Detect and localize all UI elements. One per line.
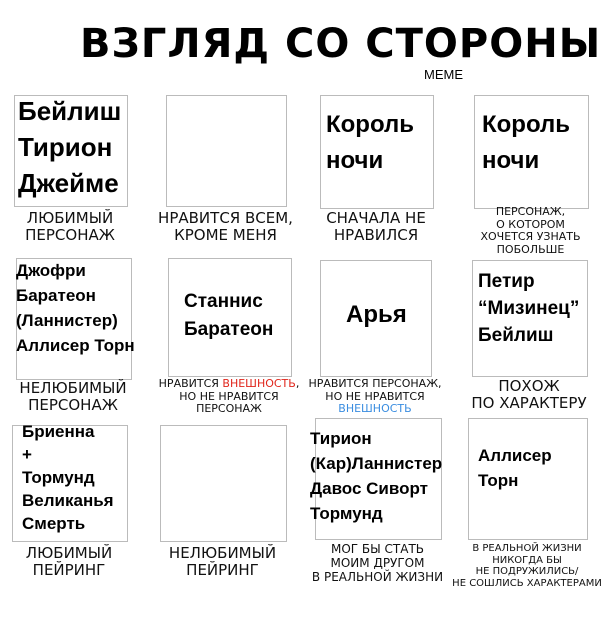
slot-text-line: Баратеон — [184, 319, 274, 340]
caption-line: ПЕЙРИНГ — [32, 561, 106, 580]
slot-text-line: Король — [482, 111, 571, 138]
caption-line: О КОТОРОМ — [496, 217, 565, 231]
caption-line: ПОБОЛЬШЕ — [496, 242, 565, 256]
caption-line: КРОМЕ МЕНЯ — [174, 226, 277, 245]
caption-line: ПО ХАРАКТЕРУ — [471, 394, 587, 413]
slot-caption: НРАВИТСЯ ВНЕШНОСТЬ, НО НЕ НРАВИТСЯ ПЕРСОНА… — [158, 377, 300, 416]
slot-text-line: Аллисер Торн — [16, 336, 135, 355]
caption-line: ЛЮБИМЫЙ — [26, 209, 114, 227]
slot-text-line: Бейлиш — [18, 96, 122, 126]
image-slot[interactable] — [168, 258, 292, 377]
slot-text-line: Баратеон — [16, 286, 96, 305]
image-slot[interactable] — [16, 258, 132, 380]
slot-text-line: Станнис — [184, 291, 263, 312]
image-slot[interactable] — [472, 260, 588, 377]
slot-caption: НЕЛЮБИМЫЙ ПЕЙРИНГ — [168, 544, 277, 580]
slot-caption: ПОХОЖ ПО ХАРАКТЕРУ — [471, 377, 587, 413]
slot-caption: НЕЛЮБИМЫЙ ПЕРСОНАЖ — [19, 379, 127, 415]
image-slot[interactable] — [320, 95, 434, 209]
caption-line: НЕЛЮБИМЫЙ — [19, 379, 127, 397]
caption-line: НРАВИТСЯ ПЕРСОНАЖ, — [308, 377, 442, 390]
caption-line: НЕЛЮБИМЫЙ — [168, 544, 277, 562]
slot-caption: ПЕРСОНАЖ, О КОТОРОМ ХОЧЕТСЯ УЗНАТЬ ПОБОЛЬШЕ — [480, 205, 581, 257]
image-slot[interactable] — [14, 95, 128, 207]
caption-line: НРАВИЛСЯ — [333, 226, 419, 245]
caption-highlight: ВНЕШНОСТЬ — [222, 377, 296, 390]
slot-caption: ЛЮБИМЫЙ ПЕЙРИНГ — [25, 544, 113, 580]
slot-text-line: Джофри — [16, 261, 86, 280]
slot-text-line: Тормунд — [310, 504, 383, 523]
slot-caption: ЛЮБИМЫЙ ПЕРСОНАЖ — [25, 209, 115, 245]
caption-line: ПЕРСОНАЖ, — [495, 205, 566, 218]
caption-line: ХОЧЕТСЯ УЗНАТЬ — [480, 230, 581, 244]
caption-highlight: ВНЕШНОСТЬ — [338, 402, 412, 416]
slot-caption: НРАВИТСЯ ВСЕМ, КРОМЕ МЕНЯ — [158, 209, 293, 245]
caption-line: ЛЮБИМЫЙ — [25, 544, 113, 562]
caption-line: ПЕРСОНАЖ — [196, 402, 262, 416]
slot-text-line: Смерть — [22, 514, 86, 533]
caption-line: НЕ СОШЛИСЬ ХАРАКТЕРАМИ — [452, 577, 602, 589]
image-slot[interactable] — [468, 418, 588, 540]
slot-text-line: (Кар)Ланнистер — [310, 454, 443, 473]
image-slot[interactable] — [160, 425, 287, 542]
slot-text-line: Тормунд — [22, 468, 95, 487]
slot-text-line: Торн — [478, 471, 519, 490]
caption-text: , — [295, 377, 300, 390]
slot-text-line: ночи — [482, 147, 540, 174]
caption-text: НРАВИТСЯ — [158, 377, 223, 390]
caption-line: ПЕРСОНАЖ — [25, 226, 115, 245]
slot-caption: МОГ БЫ СТАТЬ МОИМ ДРУГОМ В РЕАЛЬНОЙ ЖИЗНИ — [311, 542, 444, 584]
slot-text-line: Тирион — [18, 132, 113, 162]
caption-line: ПОХОЖ — [498, 377, 560, 395]
image-slot[interactable] — [12, 425, 128, 542]
slot-text-line: Бейлиш — [478, 325, 554, 346]
slot-text-line: ночи — [326, 147, 384, 174]
image-slot[interactable] — [320, 260, 432, 377]
slot-text-line: “Мизинец” — [478, 298, 580, 319]
slot-text-line: Тирион — [310, 429, 372, 448]
image-slot[interactable] — [315, 418, 442, 540]
caption-line: НРАВИТСЯ ВСЕМ, — [158, 209, 293, 227]
caption-line: МОГ БЫ СТАТЬ — [330, 542, 425, 556]
meme-subtitle: МЕМЕ — [424, 67, 463, 82]
caption-line: В РЕАЛЬНОЙ ЖИЗНИ — [311, 569, 444, 584]
image-slot[interactable] — [474, 95, 589, 209]
slot-text-line: Аллисер — [478, 446, 552, 465]
slot-text-line: Бриенна — [22, 422, 95, 441]
caption-line: МОИМ ДРУГОМ — [330, 555, 425, 570]
slot-text-line: Великанья — [22, 491, 114, 510]
caption-line: В РЕАЛЬНОЙ ЖИЗНИ — [472, 543, 582, 554]
caption-line: НО НЕ НРАВИТСЯ — [179, 389, 279, 403]
caption-line: ПЕРСОНАЖ — [28, 396, 118, 415]
slot-caption: НРАВИТСЯ ПЕРСОНАЖ, НО НЕ НРАВИТСЯ ВНЕШНОСТ… — [308, 377, 442, 416]
caption-line: ПЕЙРИНГ — [186, 561, 259, 580]
caption-line: НЕ ПОДРУЖИЛИСЬ/ — [475, 566, 579, 577]
slot-text-line: Король — [326, 111, 415, 138]
slot-text-line: + — [22, 445, 32, 464]
caption-line: НИКОГДА БЫ — [492, 554, 562, 566]
slot-text-line: Петир — [478, 271, 535, 292]
caption-line: НРАВИТСЯ ВНЕШНОСТЬ, — [158, 377, 300, 391]
slot-text-line: Арья — [346, 301, 407, 328]
slot-text-line: Давос Сиворт — [310, 479, 428, 498]
caption-line: СНАЧАЛА НЕ — [326, 209, 426, 227]
meme-title: ВЗГЛЯД СО СТОРОНЫ — [80, 21, 602, 67]
slot-text-line: Джейме — [18, 168, 119, 198]
caption-line: НО НЕ НРАВИТСЯ — [325, 389, 425, 403]
slot-caption: СНАЧАЛА НЕ НРАВИЛСЯ — [326, 209, 426, 245]
image-slot[interactable] — [166, 95, 287, 207]
slot-caption: В РЕАЛЬНОЙ ЖИЗНИ НИКОГДА БЫ НЕ ПОДРУЖИЛИСЬ… — [452, 543, 602, 589]
slot-text-line: (Ланнистер) — [16, 311, 118, 330]
